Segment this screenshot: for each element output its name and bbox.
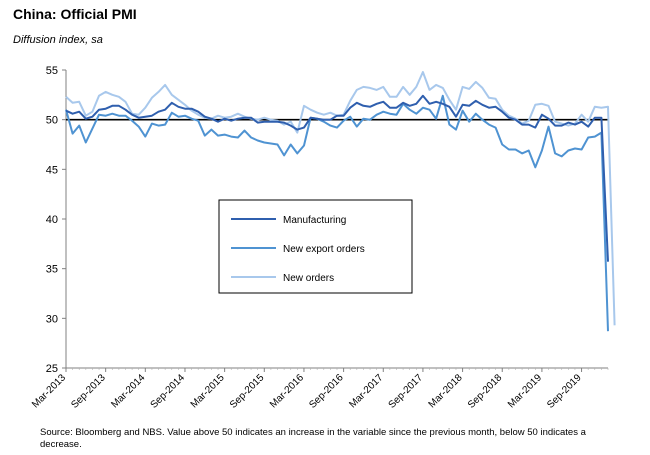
- x-tick-label: Mar-2019: [506, 372, 544, 410]
- y-tick-label: 25: [46, 363, 58, 375]
- y-tick-label: 50: [46, 115, 58, 127]
- x-tick-label: Mar-2013: [30, 372, 68, 410]
- page-title: China: Official PMI: [13, 6, 137, 22]
- x-axis: Mar-2013 Sep-2013 Mar-2014 Sep-2014 Mar-2015…: [30, 367, 609, 411]
- x-tick-label: Sep-2017: [387, 372, 426, 411]
- y-tick-label: 45: [46, 164, 58, 176]
- y-tick-label: 35: [46, 264, 58, 276]
- source-note: Source: Bloomberg and NBS. Value above 5…: [40, 427, 586, 450]
- x-tick-label: Mar-2017: [347, 372, 385, 410]
- series-line-manufacturing: [65, 94, 609, 262]
- series-lines: [65, 71, 616, 332]
- x-tick-label: Mar-2015: [189, 372, 227, 410]
- x-tick-label: Mar-2014: [109, 372, 147, 410]
- chart-subtitle: Diffusion index, sa: [13, 34, 103, 46]
- x-tick-label: Sep-2018: [466, 372, 505, 411]
- x-tick-label: Sep-2016: [307, 372, 346, 411]
- x-tick-label: Sep-2014: [149, 372, 188, 411]
- series-line-new-export-orders: [65, 94, 609, 332]
- x-tick-label: Mar-2016: [268, 372, 306, 410]
- legend-label: New orders: [283, 273, 334, 284]
- y-tick-label: 40: [46, 214, 58, 226]
- legend-label: Manufacturing: [283, 215, 346, 226]
- x-tick-label: Sep-2015: [228, 372, 267, 411]
- x-tick-label: Mar-2018: [427, 372, 465, 410]
- legend-label: New export orders: [283, 244, 365, 255]
- y-tick-label: 30: [46, 313, 58, 325]
- legend: Manufacturing New export orders New orders: [218, 199, 413, 294]
- y-tick-label: 55: [46, 65, 58, 77]
- x-tick-label: Sep-2013: [69, 372, 108, 411]
- x-tick-label: Sep-2019: [545, 372, 584, 411]
